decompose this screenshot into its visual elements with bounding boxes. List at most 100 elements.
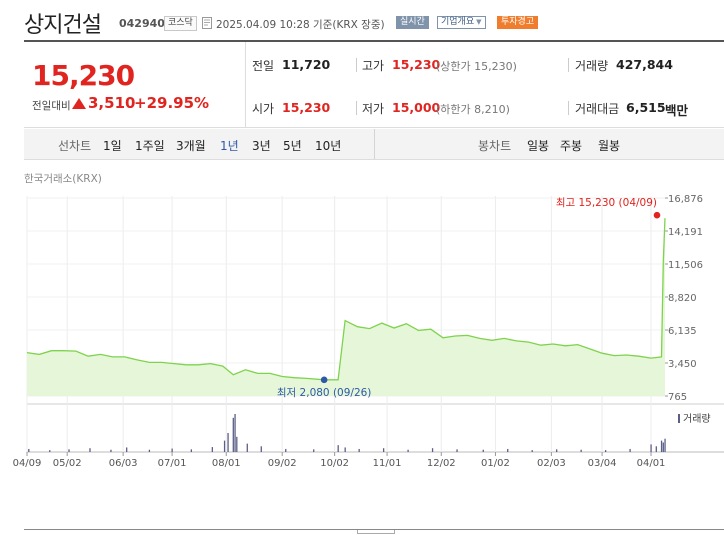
y-tick-label: 765 [668,392,687,403]
period-10y[interactable]: 10년 [315,139,342,153]
volume-bar [507,448,509,452]
volume-legend-label: 거래량 [683,413,711,425]
low-point-marker [320,376,328,384]
trade-amount-label: 거래대금 [575,102,620,116]
y-tick-label: 11,506 [668,260,703,271]
x-tick-label: 10/02 [320,458,349,468]
x-tick-label: 04/01 [637,458,666,468]
volume-value: 427,844 [616,57,673,72]
stock-name: 상지건설 [24,13,102,38]
volume-bar [89,448,91,452]
high-label: 고가 [362,59,385,73]
period-3y[interactable]: 3년 [252,139,271,153]
x-tick-label: 12/02 [427,458,456,468]
chevron-down-icon: ▼ [476,18,482,26]
trade-amount-unit: 백만 [665,103,689,118]
x-tick-label: 07/01 [158,458,187,468]
volume-bar [604,450,607,452]
volume-bar [148,449,151,452]
chart-period-bar: 선차트 1일 1주일 3개월 1년 3년 5년 10년 봉차트 일봉 주봉 월봉 [24,129,724,160]
volume-bar [337,445,339,452]
upper-limit-text: (상한가 15,230) [436,60,517,73]
as-of-timestamp: 2025.04.09 10:28 기준(KRX 장중) [216,19,385,31]
price-area [27,218,665,396]
period-1w[interactable]: 1주일 [135,139,165,153]
period-1y[interactable]: 1년 [220,139,239,153]
volume-bar [236,436,238,452]
collapse-handle[interactable] [357,530,395,534]
y-tick-label: 8,820 [668,293,697,304]
volume-bar [664,438,666,452]
y-tick-label: 16,876 [668,194,703,205]
market-badge: 코스닥 [164,16,197,31]
candle-monthly[interactable]: 월봉 [598,139,621,153]
volume-bar [456,449,458,452]
y-tick-label: 6,135 [668,326,697,337]
divider [374,129,375,159]
volume-bar [556,449,558,452]
line-chart-label: 선차트 [58,139,92,153]
volume-bar [629,448,631,452]
x-tick-label: 08/01 [212,458,241,468]
realtime-button[interactable]: 실시간 [396,16,429,29]
volume-bar [190,449,193,452]
candle-weekly[interactable]: 주봉 [560,139,583,153]
volume-bar [382,448,385,452]
company-overview-label: 기업개요 [441,17,475,27]
stock-code: 042940 [119,17,165,30]
period-3m[interactable]: 3개월 [176,139,206,153]
open-label: 시가 [252,102,275,116]
x-tick-label: 11/01 [373,458,402,468]
volume-bar [246,443,248,452]
divider [568,58,569,72]
volume-bar [110,449,112,452]
volume-bar [126,447,128,452]
prev-close-label: 전일 [252,59,275,73]
bottom-divider [24,529,724,530]
current-price: 15,230 [32,59,135,92]
candle-chart-label: 봉차트 [478,139,512,153]
x-tick-label: 09/02 [268,458,297,468]
volume-bar [28,448,30,452]
price-current-panel: 15,230 전일대비 3,510 +29.95% [24,42,246,128]
high-annotation: 최고 15,230 (04/09) [556,197,657,209]
volume-label: 거래량 [575,59,609,73]
price-chart[interactable]: 최고 15,230 (04/09) 최저 2,080 (09/26) 765 3,4… [0,186,724,468]
divider [356,101,357,115]
document-icon [202,17,212,29]
low-value: 15,000 [392,100,441,115]
price-line [26,218,666,381]
x-tick-label: 04/09 [13,458,42,468]
x-tick-label: 03/04 [588,458,617,468]
volume-bar [68,449,70,452]
volume-bar [232,417,234,452]
volume-bar [211,447,213,452]
change-percent: +29.95% [134,94,210,112]
period-5y[interactable]: 5년 [283,139,302,153]
high-point-marker [653,211,661,219]
volume-bar [655,446,657,452]
y-tick-label: 3,450 [668,359,697,370]
candle-daily[interactable]: 일봉 [527,139,550,153]
divider [568,101,569,115]
volume-bar [171,448,173,452]
x-tick-label: 05/02 [53,458,82,468]
volume-bar [358,448,360,452]
volume-bar [407,449,409,452]
period-1d[interactable]: 1일 [103,139,122,153]
volume-bar [344,447,346,452]
low-annotation: 최저 2,080 (09/26) [277,387,372,399]
company-overview-dropdown[interactable]: 기업개요 ▼ [437,16,486,29]
volume-bar [313,449,315,452]
data-source-label: 한국거래소(KRX) [24,173,102,185]
volume-bar [285,448,287,452]
y-tick-label: 14,191 [668,227,703,238]
volume-bar [260,446,262,452]
up-arrow-icon [72,98,86,109]
prev-close-value: 11,720 [282,57,331,72]
volume-bar [580,449,582,452]
x-tick-label: 01/02 [481,458,510,468]
volume-bar [227,433,229,452]
volume-bar [650,444,652,452]
x-tick-label: 06/03 [109,458,138,468]
